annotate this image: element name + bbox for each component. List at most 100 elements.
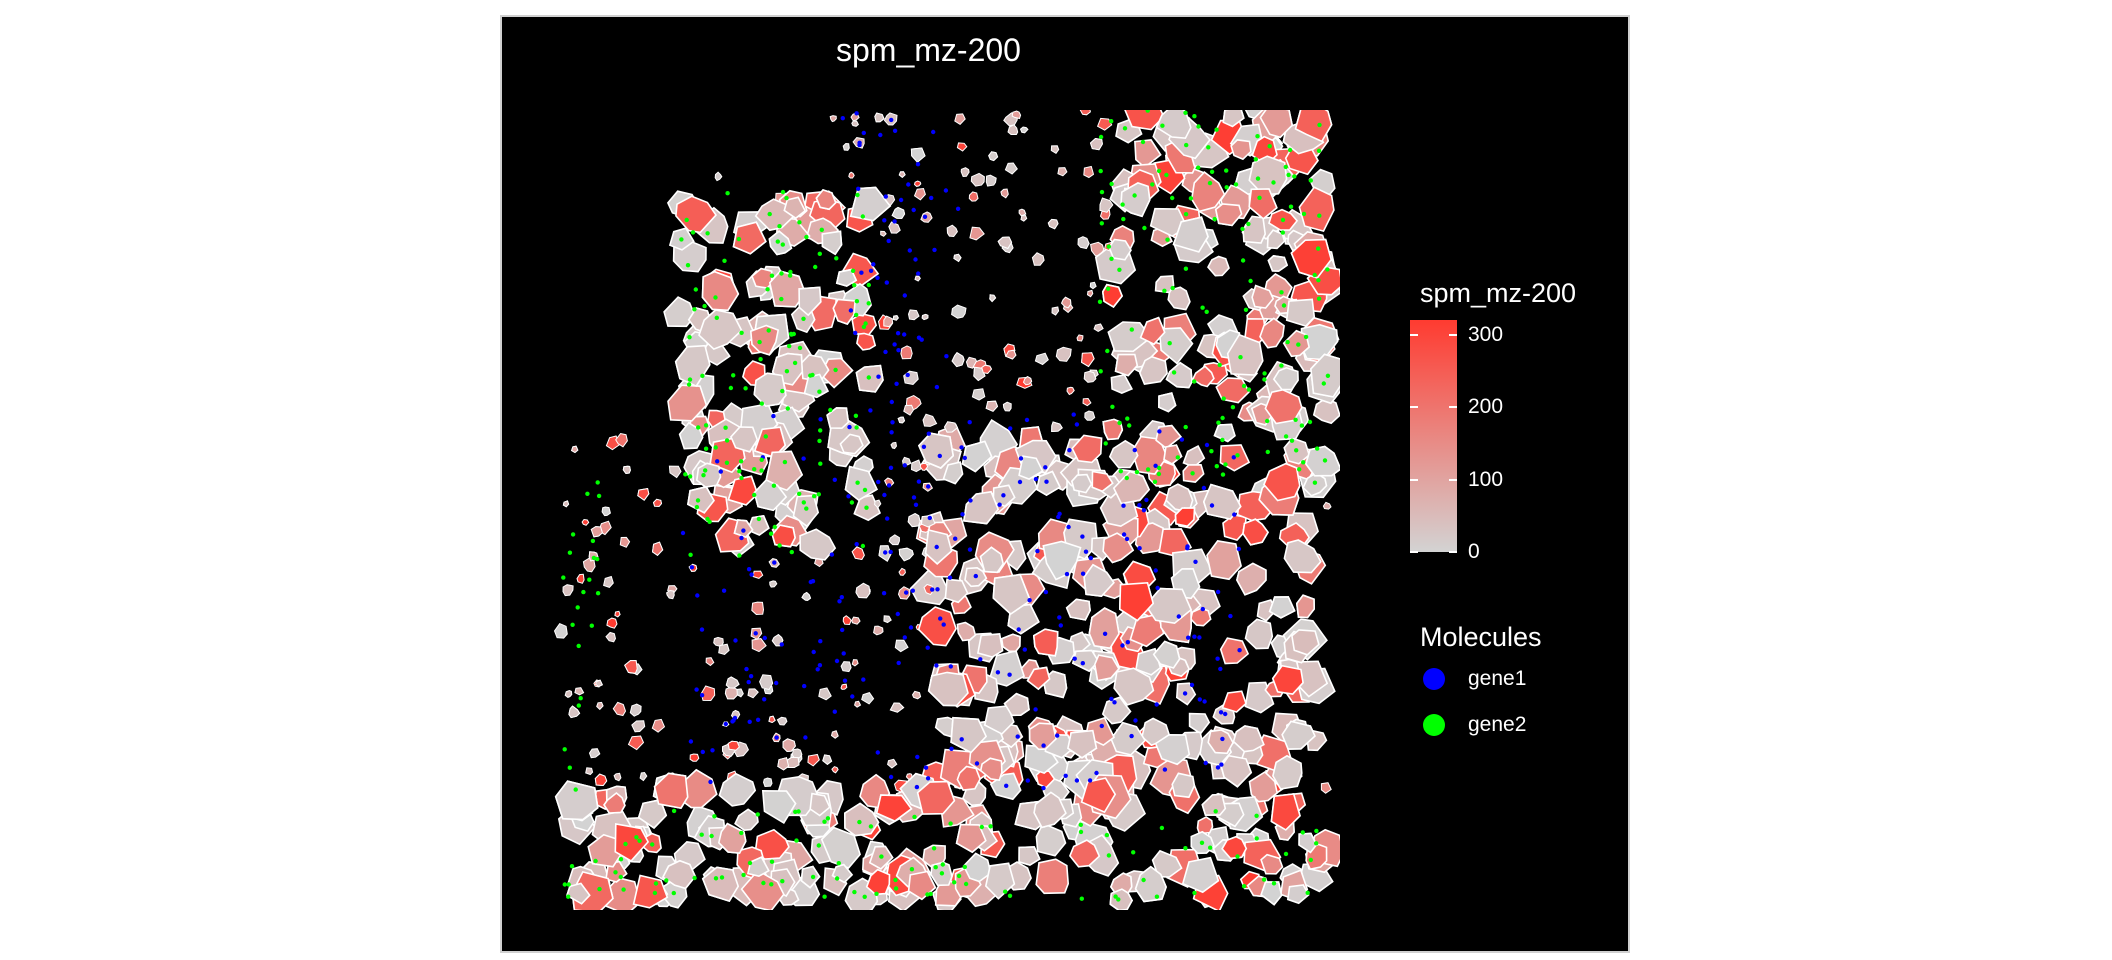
cell-polygon-1050 [1112, 470, 1151, 505]
cell-polygon-798 [954, 113, 966, 125]
molecule-point-162 [1271, 180, 1276, 185]
colorbar-tick-label-3: 300 [1468, 322, 1504, 346]
cell-polygon-805 [1031, 252, 1045, 266]
molecule-point-535 [1124, 536, 1130, 542]
molecule-point-113 [746, 567, 752, 572]
cell-polygon-1005 [1026, 666, 1051, 691]
molecule-point-451 [1183, 424, 1188, 430]
cell-polygon-847 [613, 772, 622, 782]
molecule-point-239 [1080, 661, 1085, 666]
molecule-point-489 [829, 552, 835, 557]
cell-polygon-772 [840, 661, 852, 673]
molecule-point-134 [1315, 446, 1320, 451]
molecule-point-196 [959, 737, 964, 742]
molecule-point-245 [1022, 647, 1027, 652]
molecule-point-247 [1137, 546, 1142, 551]
molecule-point-595 [1204, 309, 1209, 314]
molecule-point-300 [703, 468, 708, 473]
cell-polygon-661 [1035, 769, 1056, 789]
molecule-point-126 [1074, 778, 1080, 783]
molecule-point-385 [834, 876, 840, 881]
cell-polygon-700 [842, 615, 852, 626]
cell-polygon-231 [734, 808, 759, 832]
molecule-point-415 [1220, 472, 1226, 477]
molecule-point-382 [907, 248, 912, 253]
molecule-point-441 [915, 754, 920, 760]
molecule-point-15 [702, 303, 707, 309]
cell-polygon-593 [651, 718, 666, 733]
cell-polygon-608 [970, 172, 985, 187]
molecule-point-478 [738, 459, 744, 464]
cell-polygon-982 [897, 416, 906, 424]
cell-polygon-222 [1149, 207, 1188, 238]
cell-polygon-898 [652, 498, 663, 507]
molecule-point-495 [1189, 682, 1195, 688]
molecule-point-541 [840, 116, 845, 121]
cell-polygon-930 [1047, 218, 1059, 230]
molecule-point-229 [1112, 700, 1117, 705]
molecule-point-552 [1098, 369, 1103, 374]
cell-polygon-23 [922, 413, 938, 427]
cell-polygon-1065 [594, 773, 608, 787]
cell-polygon-633 [923, 583, 935, 596]
molecule-point-348 [866, 301, 871, 306]
cell-polygon-261 [1110, 721, 1147, 756]
molecule-point-36 [756, 516, 762, 522]
molecule-point-50 [916, 335, 922, 340]
cell-polygon-713 [956, 765, 981, 791]
molecule-point-364 [1157, 429, 1162, 434]
cell-polygon-605 [1083, 165, 1095, 179]
molecule-point-543 [562, 747, 567, 752]
molecule-point-74 [772, 560, 777, 565]
cell-polygon-105 [627, 735, 645, 751]
molecule-point-438 [1209, 169, 1215, 174]
cell-polygon-892 [732, 221, 767, 255]
molecule-point-359 [652, 890, 658, 896]
cell-polygon-778 [1230, 139, 1252, 161]
cell-polygon-975 [1007, 603, 1040, 635]
molecule-point-452 [1192, 634, 1197, 639]
molecule-point-181 [1160, 123, 1165, 128]
cell-polygon-1067 [985, 400, 999, 412]
molecule-point-517 [785, 406, 790, 411]
cell-polygon-733 [1221, 690, 1247, 713]
molecule-point-204 [1262, 377, 1267, 382]
molecule-point-347 [837, 599, 842, 604]
molecule-point-354 [1317, 122, 1322, 128]
cell-polygon-267 [1019, 126, 1029, 134]
molecule-point-49 [905, 372, 910, 378]
cell-polygon-266 [1154, 275, 1175, 294]
molecule-point-62 [1271, 881, 1277, 886]
molecule-point-577 [816, 843, 821, 848]
molecule-point-183 [1228, 613, 1233, 619]
cell-polygon-112 [1079, 110, 1091, 116]
cell-polygon-899 [1114, 353, 1139, 377]
molecule-point-575 [1104, 832, 1110, 838]
cell-polygon-715 [792, 494, 820, 528]
cell-polygon-588 [890, 441, 898, 450]
molecule-point-209 [747, 719, 752, 724]
molecule-point-153 [1132, 447, 1137, 453]
molecule-point-31 [1063, 773, 1068, 778]
cell-polygon-607 [666, 589, 675, 600]
cell-polygon-709 [751, 637, 767, 653]
molecule-point-301 [1133, 718, 1138, 723]
molecule-point-219 [922, 214, 928, 219]
cell-polygon-610 [1113, 667, 1155, 706]
molecule-point-8 [834, 256, 839, 261]
molecule-point-522 [883, 550, 888, 555]
molecule-point-435 [1097, 299, 1103, 304]
cell-polygon-659 [700, 685, 716, 702]
cell-polygon-199 [1086, 289, 1094, 298]
molecule-point-548 [687, 377, 693, 382]
cell-polygon-814 [956, 142, 968, 152]
cell-polygon-941 [874, 112, 885, 123]
molecule-point-189 [713, 445, 718, 450]
molecule-point-570 [890, 420, 895, 425]
molecule-point-262 [1106, 244, 1111, 249]
cell-polygon-782 [809, 792, 831, 817]
cell-polygon-797 [1158, 327, 1194, 365]
molecule-point-108 [960, 512, 965, 517]
molecule-point-564 [710, 748, 715, 753]
cell-polygon-578 [689, 753, 700, 762]
